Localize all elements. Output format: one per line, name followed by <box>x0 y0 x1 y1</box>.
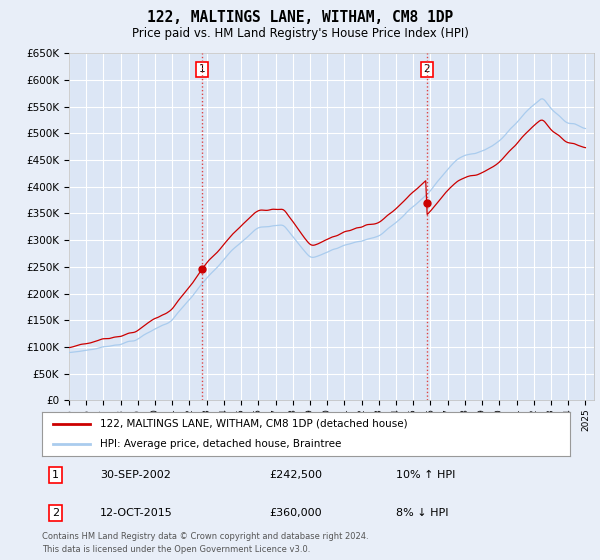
Text: 122, MALTINGS LANE, WITHAM, CM8 1DP: 122, MALTINGS LANE, WITHAM, CM8 1DP <box>147 10 453 25</box>
Text: £360,000: £360,000 <box>269 508 322 518</box>
Text: 1: 1 <box>199 64 206 74</box>
Text: 2: 2 <box>424 64 430 74</box>
Text: 122, MALTINGS LANE, WITHAM, CM8 1DP (detached house): 122, MALTINGS LANE, WITHAM, CM8 1DP (det… <box>100 419 408 429</box>
Text: HPI: Average price, detached house, Braintree: HPI: Average price, detached house, Brai… <box>100 439 341 449</box>
Text: 8% ↓ HPI: 8% ↓ HPI <box>396 508 448 518</box>
Text: 10% ↑ HPI: 10% ↑ HPI <box>396 470 455 480</box>
Text: 1: 1 <box>52 470 59 480</box>
Text: This data is licensed under the Open Government Licence v3.0.: This data is licensed under the Open Gov… <box>42 545 310 554</box>
Text: 2: 2 <box>52 508 59 518</box>
Text: 12-OCT-2015: 12-OCT-2015 <box>100 508 173 518</box>
Text: £242,500: £242,500 <box>269 470 322 480</box>
Text: Contains HM Land Registry data © Crown copyright and database right 2024.: Contains HM Land Registry data © Crown c… <box>42 532 368 541</box>
Text: Price paid vs. HM Land Registry's House Price Index (HPI): Price paid vs. HM Land Registry's House … <box>131 27 469 40</box>
Text: 30-SEP-2002: 30-SEP-2002 <box>100 470 171 480</box>
